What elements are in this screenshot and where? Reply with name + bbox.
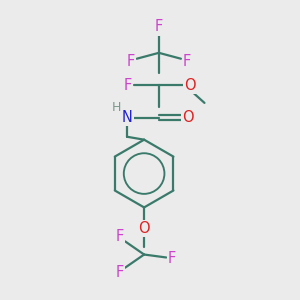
Text: O: O [184,78,196,93]
Text: F: F [127,54,135,69]
Text: F: F [155,20,163,34]
Text: O: O [182,110,194,125]
Text: F: F [183,54,191,69]
Text: F: F [116,265,124,280]
Text: H: H [112,101,121,114]
Text: O: O [138,221,150,236]
Text: F: F [168,251,176,266]
Text: N: N [122,110,133,125]
Text: F: F [116,229,124,244]
Text: F: F [124,78,132,93]
